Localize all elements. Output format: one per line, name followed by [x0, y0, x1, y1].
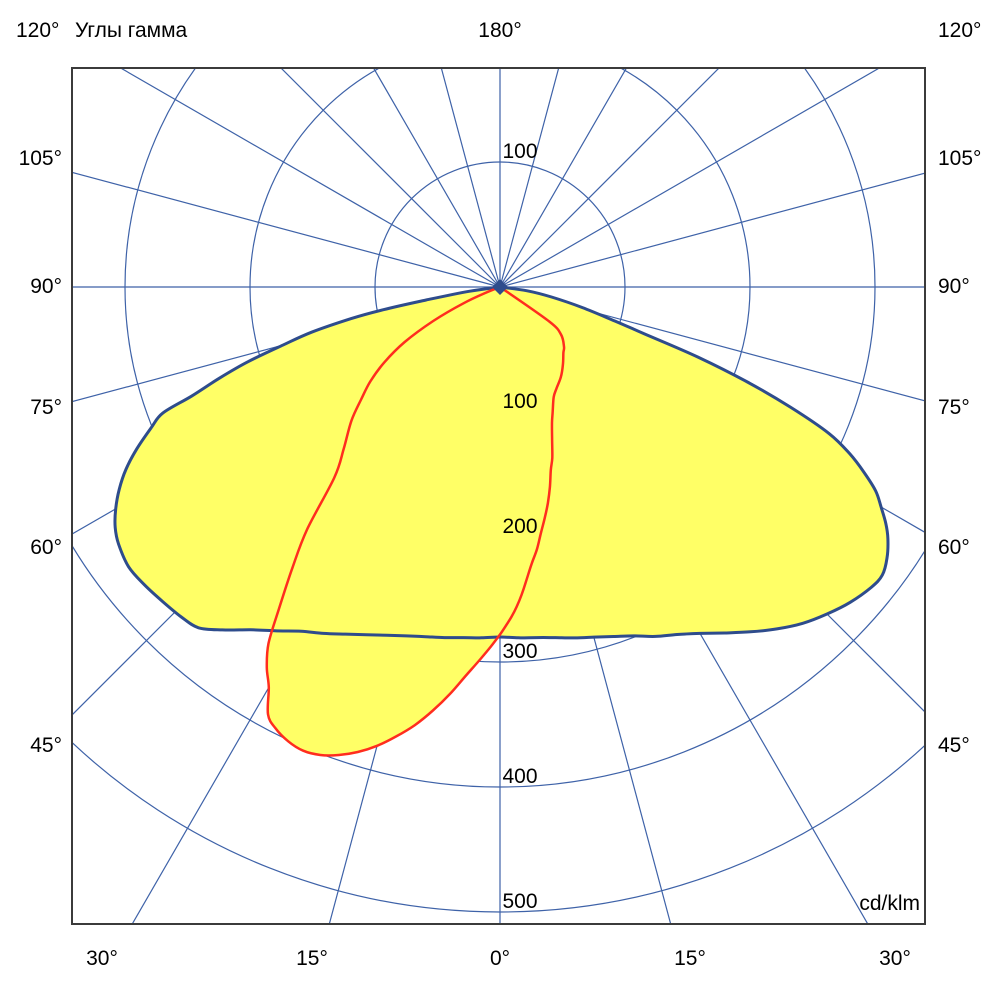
gamma-axis-label-bottom: 30°	[879, 947, 911, 970]
gamma-axis-label-bottom: 15°	[674, 947, 706, 970]
gamma-axis-label-180: 180°	[478, 19, 522, 42]
gamma-axis-label-bottom: 0°	[490, 947, 510, 970]
gamma-grid-line	[72, 171, 501, 288]
gamma-axis-label-bottom: 15°	[296, 947, 328, 970]
gamma-corner-label-top-right: 120°	[938, 19, 982, 42]
gamma-grid-line	[499, 68, 881, 288]
intensity-tick-label: 200	[502, 515, 537, 538]
unit-label: cd/klm	[859, 892, 920, 915]
beam-curves	[113, 285, 890, 757]
gamma-axis-label-right: 75°	[938, 396, 970, 419]
intensity-tick-label: 100	[502, 390, 537, 413]
intensity-tick-label: 400	[502, 765, 537, 788]
beam-curve-c90-c270	[265, 285, 566, 757]
chart-title: Углы гамма	[75, 19, 188, 42]
plot-frame	[71, 67, 926, 925]
intensity-grid-circle	[124, 68, 876, 663]
intensity-tick-label: 300	[502, 640, 537, 663]
intensity-grid-circle	[72, 741, 925, 913]
pole-marker-icon	[492, 279, 508, 295]
gamma-axis-label-right: 45°	[938, 734, 970, 757]
axis-labels: 105° 105° 90° 90° 75° 75° 60° 60° 45° 45° 30° 15° 0°…	[19, 140, 982, 970]
gamma-axis-label-right: 60°	[938, 536, 970, 559]
gamma-grid-line	[499, 286, 925, 402]
gamma-axis-label-left: 105°	[19, 147, 62, 170]
gamma-grid-line	[372, 68, 501, 288]
gamma-grid-line	[499, 68, 720, 288]
intensity-tick-label: 500	[502, 890, 537, 913]
intensity-tick-label-top: 100	[502, 140, 537, 163]
gamma-axis-label-left: 90°	[30, 275, 62, 298]
gamma-grid-line	[440, 68, 501, 288]
gamma-corner-label-top-left: 120°	[16, 19, 60, 42]
gamma-axis-label-right: 105°	[938, 147, 981, 170]
gamma-grid-line	[499, 172, 925, 288]
gamma-axis-label-bottom: 30°	[86, 947, 118, 970]
intensity-grid-circle	[72, 544, 925, 788]
beam-outline-c0-c180	[113, 285, 890, 640]
gamma-grid-line	[499, 68, 560, 288]
gamma-grid-line	[280, 68, 501, 288]
gamma-axis-label-left: 60°	[30, 536, 62, 559]
gamma-axis-label-right: 90°	[938, 275, 970, 298]
gamma-axis-label-left: 75°	[30, 396, 62, 419]
gamma-axis-label-left: 45°	[30, 734, 62, 757]
gamma-grid-line	[119, 68, 501, 288]
gamma-grid-line	[499, 68, 628, 288]
